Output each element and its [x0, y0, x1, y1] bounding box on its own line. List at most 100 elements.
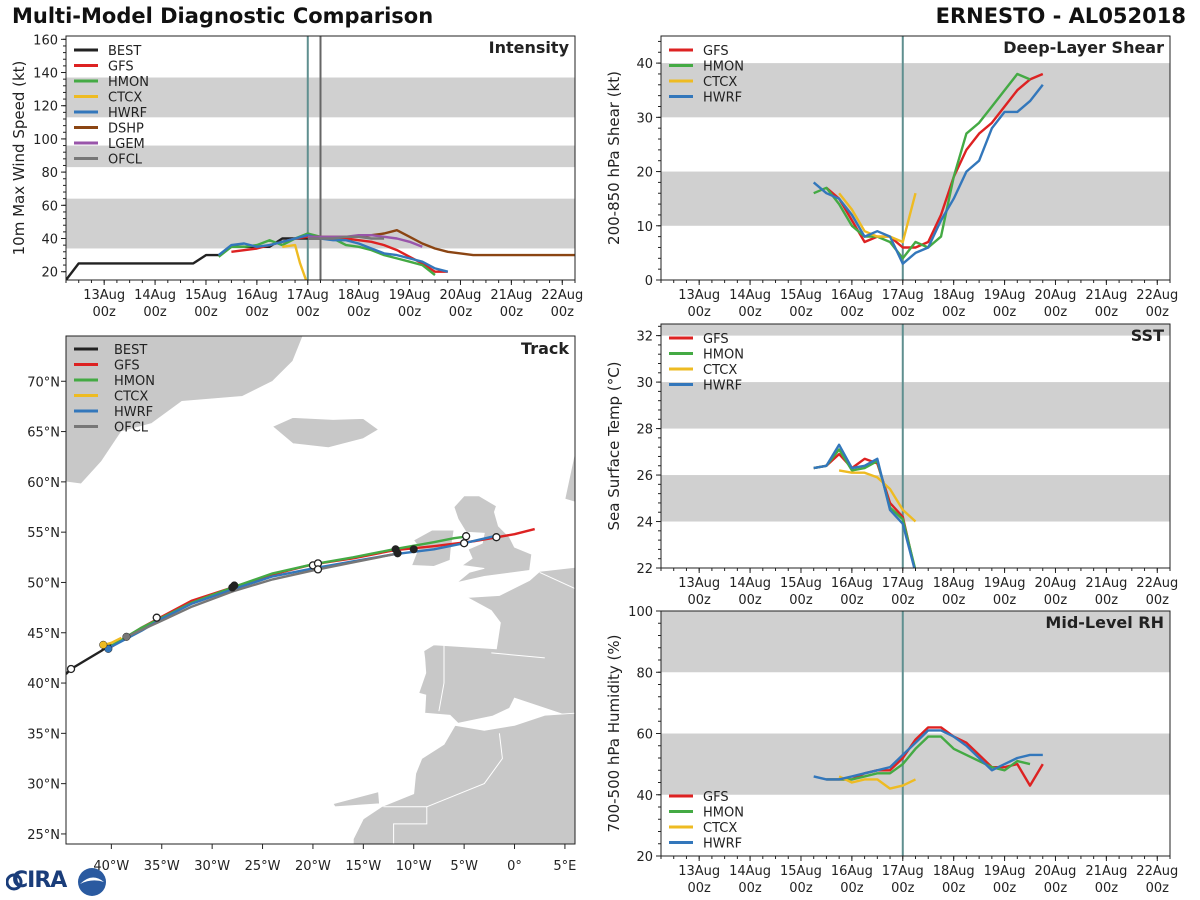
- sst-legend-label-hwrf: HWRF: [703, 379, 742, 394]
- storm-name: ERNESTO - AL052018: [935, 4, 1186, 28]
- intensity-ytick-label: 140: [33, 67, 58, 82]
- track-xtick-label: 40°W: [93, 859, 129, 874]
- shear-ytick-label: 10: [636, 220, 653, 235]
- intensity-legend-label-hwrf: HWRF: [108, 106, 147, 121]
- land-norway: [564, 336, 575, 503]
- rh-ylabel: 700-500 hPa Humidity (%): [605, 634, 623, 832]
- shear-ytick-label: 30: [636, 111, 653, 126]
- rh-xtick-hour: 00z: [687, 881, 711, 896]
- shear-title: Deep-Layer Shear: [1003, 38, 1164, 57]
- shear-xtick-hour: 00z: [942, 305, 966, 320]
- rh-xtick-day: 17Aug: [882, 864, 924, 879]
- border-line-4: [539, 571, 575, 589]
- intensity-line-best: [66, 237, 321, 280]
- land-africa: [352, 712, 575, 844]
- rh-legend-label-ctcx: CTCX: [703, 821, 737, 836]
- track-ytick-label: 30°N: [27, 778, 60, 793]
- sst-xtick-day: 19Aug: [984, 576, 1026, 591]
- shear-series-group: [812, 72, 1044, 265]
- shear-legend-label-hwrf: HWRF: [703, 91, 742, 106]
- sst-xtick-hour: 00z: [1044, 593, 1068, 608]
- land-greenland: [66, 336, 304, 485]
- rh-ytick-label: 20: [636, 850, 653, 865]
- shear-xtick-hour: 00z: [891, 305, 915, 320]
- intensity-xtick-day: 14Aug: [134, 288, 176, 303]
- intensity-xtick-hour: 00z: [194, 305, 218, 320]
- track-ytick-label: 25°N: [27, 828, 60, 843]
- sst-band-1: [661, 382, 1170, 429]
- track-marker-filled: [409, 545, 418, 554]
- shear-xtick-hour: 00z: [840, 305, 864, 320]
- shear-ytick-label: 20: [636, 166, 653, 181]
- track-xtick-label: 10°W: [396, 859, 432, 874]
- track-marker-open: [461, 532, 471, 541]
- track-ytick-label: 55°N: [27, 526, 60, 541]
- track-ytick-label: 70°N: [27, 375, 60, 390]
- sst-xtick-hour: 00z: [993, 593, 1017, 608]
- sst-ytick-label: 32: [636, 330, 653, 345]
- track-ytick-label: 50°N: [27, 576, 60, 591]
- shear-ylabel: 200-850 hPa Shear (kt): [605, 71, 623, 245]
- rh-title: Mid-Level RH: [1045, 613, 1164, 632]
- rh-xtick-day: 18Aug: [933, 864, 975, 879]
- sst-xtick-day: 21Aug: [1085, 576, 1127, 591]
- track-xtick-label: 5°E: [553, 859, 576, 874]
- intensity-xtick-day: 17Aug: [287, 288, 329, 303]
- intensity-xtick-hour: 00z: [398, 305, 422, 320]
- cira-logo-text: CIRA: [12, 868, 67, 893]
- rh-band-1: [661, 611, 1170, 673]
- sst-ylabel: Sea Surface Temp (°C): [605, 361, 623, 530]
- track-legend-label-ctcx: CTCX: [114, 390, 148, 405]
- shear-ytick-label: 0: [645, 274, 653, 289]
- intensity-xtick-day: 21Aug: [490, 288, 532, 303]
- track-xtick-label: 0°: [507, 859, 522, 874]
- land-canaries: [332, 791, 380, 808]
- rh-xtick-hour: 00z: [789, 881, 813, 896]
- sst-legend-label-hmon: HMON: [703, 348, 744, 363]
- rh-line-ctcx: [838, 775, 917, 790]
- figure-title: Multi-Model Diagnostic Comparison: [12, 4, 434, 28]
- intensity-ylabel: 10m Max Wind Speed (kt): [10, 61, 28, 256]
- rh-series-group: [813, 726, 1044, 790]
- track-marker-open: [313, 565, 323, 574]
- rh-xtick-day: 20Aug: [1035, 864, 1077, 879]
- rh-legend-label-hwrf: HWRF: [703, 837, 742, 852]
- rh-xtick-hour: 00z: [891, 881, 915, 896]
- sst-line-ctcx: [838, 469, 917, 523]
- track-marker-open: [492, 533, 501, 542]
- sst-xtick-hour: 00z: [942, 593, 966, 608]
- rh-xtick-day: 22Aug: [1136, 864, 1178, 879]
- shear-line-hwrf: [812, 84, 1044, 265]
- rh-ytick-label: 60: [636, 728, 653, 743]
- intensity-xtick-day: 16Aug: [236, 288, 278, 303]
- sst-ytick-label: 22: [636, 562, 653, 577]
- sst-xtick-day: 18Aug: [933, 576, 975, 591]
- shear-xtick-hour: 00z: [1044, 305, 1068, 320]
- track-panel: 40°W 35°W 30°W 25°W 20°W 15°W 10°W 5°W 0° 5°E 25°N…: [27, 335, 576, 874]
- sst-legend-label-gfs: GFS: [703, 332, 729, 347]
- shear-xtick-day: 22Aug: [1136, 288, 1178, 303]
- rh-xtick-hour: 00z: [1095, 881, 1119, 896]
- intensity-xtick-hour: 00z: [551, 305, 575, 320]
- track-title: Track: [521, 339, 569, 358]
- sst-xtick-day: 14Aug: [729, 576, 771, 591]
- track-xtick-label: 20°W: [295, 859, 331, 874]
- intensity-ytick-label: 20: [41, 266, 58, 281]
- shear-xtick-day: 18Aug: [933, 288, 975, 303]
- sst-xtick-hour: 00z: [840, 593, 864, 608]
- intensity-line-ctcx: [282, 243, 308, 280]
- intensity-ytick-label: 100: [33, 133, 58, 148]
- track-marker-filled: [393, 549, 402, 558]
- track-legend-label-ofcl: OFCL: [114, 421, 149, 436]
- intensity-xtick-hour: 00z: [347, 305, 371, 320]
- rh-xtick-day: 13Aug: [678, 864, 720, 879]
- track-ytick-label: 60°N: [27, 476, 60, 491]
- sst-xtick-day: 15Aug: [780, 576, 822, 591]
- track-legend-label-hwrf: HWRF: [114, 405, 153, 420]
- shear-line-ctcx: [838, 192, 917, 244]
- border-line-1: [426, 733, 503, 808]
- shear-xtick-day: 16Aug: [831, 288, 873, 303]
- track-marker-open: [152, 613, 161, 622]
- rh-xtick-hour: 00z: [1044, 881, 1068, 896]
- track-xtick-label: 35°W: [144, 859, 180, 874]
